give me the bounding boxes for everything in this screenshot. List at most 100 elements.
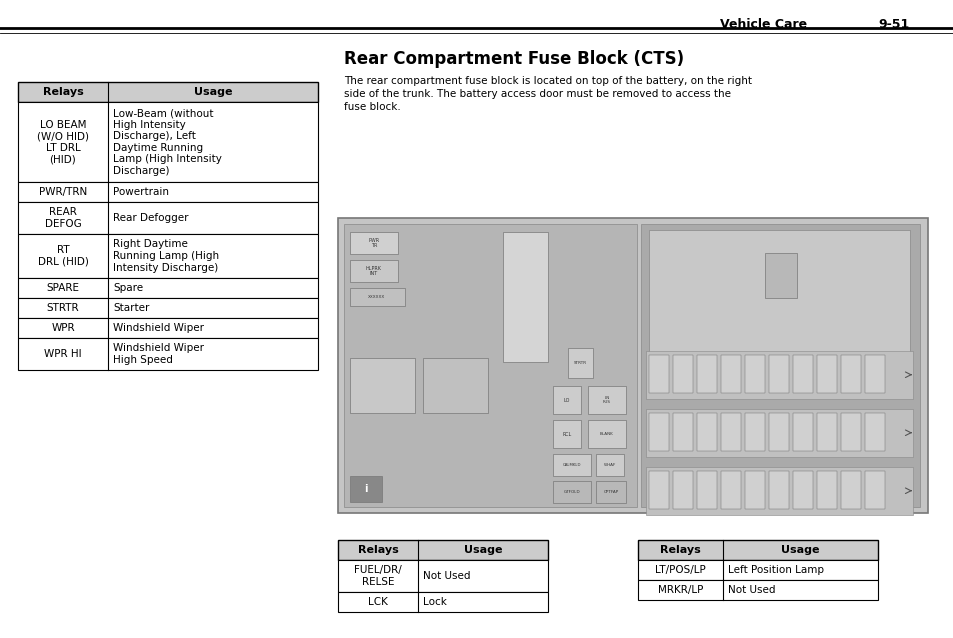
Bar bbox=[720, 413, 740, 451]
Bar bbox=[816, 471, 836, 508]
Bar bbox=[587, 386, 625, 414]
Bar bbox=[18, 318, 317, 338]
Bar bbox=[350, 358, 415, 413]
Bar bbox=[502, 232, 547, 362]
Text: Relays: Relays bbox=[43, 87, 83, 97]
Bar bbox=[350, 288, 405, 306]
Bar bbox=[645, 351, 912, 399]
Text: Relays: Relays bbox=[659, 545, 700, 555]
Text: STRTR: STRTR bbox=[47, 303, 79, 313]
Text: PWR/TRN: PWR/TRN bbox=[39, 187, 87, 197]
Bar bbox=[18, 202, 317, 234]
Bar bbox=[638, 540, 877, 560]
Text: side of the trunk. The battery access door must be removed to access the: side of the trunk. The battery access do… bbox=[344, 89, 730, 99]
Text: PWR
TR: PWR TR bbox=[368, 237, 379, 248]
Bar bbox=[744, 471, 764, 508]
Bar bbox=[697, 413, 717, 451]
Bar bbox=[720, 355, 740, 393]
Bar bbox=[422, 358, 488, 413]
Bar bbox=[841, 471, 861, 508]
Bar bbox=[18, 234, 317, 278]
Text: Starter: Starter bbox=[112, 303, 150, 313]
Bar bbox=[720, 471, 740, 508]
Bar bbox=[841, 413, 861, 451]
Text: Windshield Wiper
High Speed: Windshield Wiper High Speed bbox=[112, 343, 204, 365]
Text: REAR
DEFOG: REAR DEFOG bbox=[45, 207, 81, 229]
Bar bbox=[648, 471, 668, 508]
Bar bbox=[792, 471, 812, 508]
Text: LCK: LCK bbox=[368, 597, 388, 607]
Bar bbox=[645, 409, 912, 457]
Text: CPTFAP: CPTFAP bbox=[602, 490, 618, 494]
Bar bbox=[792, 355, 812, 393]
Text: Vehicle Care: Vehicle Care bbox=[720, 18, 806, 31]
Bar bbox=[18, 278, 317, 298]
Bar bbox=[638, 580, 877, 600]
Bar bbox=[344, 224, 637, 507]
Text: RT
DRL (HID): RT DRL (HID) bbox=[37, 245, 89, 267]
Text: Left Position Lamp: Left Position Lamp bbox=[727, 565, 823, 575]
Bar bbox=[816, 413, 836, 451]
Text: STRTR: STRTR bbox=[573, 361, 586, 365]
Text: Rear Compartment Fuse Block (CTS): Rear Compartment Fuse Block (CTS) bbox=[344, 50, 683, 68]
Bar bbox=[596, 481, 625, 503]
Bar bbox=[640, 224, 919, 507]
Bar bbox=[553, 386, 580, 414]
Text: HLPRK
INT: HLPRK INT bbox=[366, 265, 381, 276]
Text: LN
FUS: LN FUS bbox=[602, 396, 610, 404]
Text: XXXXXX: XXXXXX bbox=[368, 295, 385, 299]
Text: LO BEAM
(W/O HID)
LT DRL
(HID): LO BEAM (W/O HID) LT DRL (HID) bbox=[37, 119, 89, 165]
Bar bbox=[744, 355, 764, 393]
Text: MRKR/LP: MRKR/LP bbox=[658, 585, 702, 595]
Bar bbox=[744, 413, 764, 451]
Bar bbox=[350, 260, 397, 282]
Text: Low-Beam (without
High Intensity
Discharge), Left
Daytime Running
Lamp (High Int: Low-Beam (without High Intensity Dischar… bbox=[112, 108, 222, 176]
Bar bbox=[553, 420, 580, 448]
Text: WHAF: WHAF bbox=[603, 463, 616, 467]
Text: SPARE: SPARE bbox=[47, 283, 79, 293]
Text: WPR HI: WPR HI bbox=[44, 349, 82, 359]
Bar bbox=[337, 560, 547, 592]
Bar bbox=[350, 232, 397, 254]
Bar bbox=[816, 355, 836, 393]
Bar bbox=[792, 413, 812, 451]
Text: BLANK: BLANK bbox=[599, 432, 613, 436]
Text: FUEL/DR/
RELSE: FUEL/DR/ RELSE bbox=[354, 565, 401, 587]
Bar bbox=[672, 413, 692, 451]
Bar bbox=[764, 253, 796, 298]
Bar bbox=[768, 471, 788, 508]
Text: Spare: Spare bbox=[112, 283, 143, 293]
Bar bbox=[18, 182, 317, 202]
Text: LT/POS/LP: LT/POS/LP bbox=[655, 565, 705, 575]
Bar bbox=[648, 230, 909, 354]
Text: Not Used: Not Used bbox=[727, 585, 775, 595]
Bar bbox=[864, 413, 884, 451]
Bar bbox=[553, 454, 590, 476]
Bar bbox=[350, 476, 381, 502]
Text: Usage: Usage bbox=[193, 87, 232, 97]
Text: Relays: Relays bbox=[357, 545, 398, 555]
Bar bbox=[697, 471, 717, 508]
Bar bbox=[337, 592, 547, 612]
Bar bbox=[587, 420, 625, 448]
Text: Windshield Wiper: Windshield Wiper bbox=[112, 323, 204, 333]
Bar bbox=[768, 413, 788, 451]
Bar bbox=[768, 355, 788, 393]
Bar bbox=[648, 355, 668, 393]
Text: CALMKLD: CALMKLD bbox=[562, 463, 580, 467]
Text: fuse block.: fuse block. bbox=[344, 102, 400, 112]
Text: Lock: Lock bbox=[422, 597, 446, 607]
Bar bbox=[672, 471, 692, 508]
Bar bbox=[18, 338, 317, 370]
Bar bbox=[553, 481, 590, 503]
Text: LO: LO bbox=[563, 397, 570, 403]
Bar bbox=[18, 298, 317, 318]
Bar bbox=[337, 218, 927, 513]
Bar bbox=[596, 454, 623, 476]
Bar bbox=[638, 560, 877, 580]
Text: WPR: WPR bbox=[51, 323, 74, 333]
Text: Powertrain: Powertrain bbox=[112, 187, 169, 197]
Text: The rear compartment fuse block is located on top of the battery, on the right: The rear compartment fuse block is locat… bbox=[344, 76, 751, 86]
Text: i: i bbox=[364, 484, 367, 494]
Bar bbox=[645, 467, 912, 515]
